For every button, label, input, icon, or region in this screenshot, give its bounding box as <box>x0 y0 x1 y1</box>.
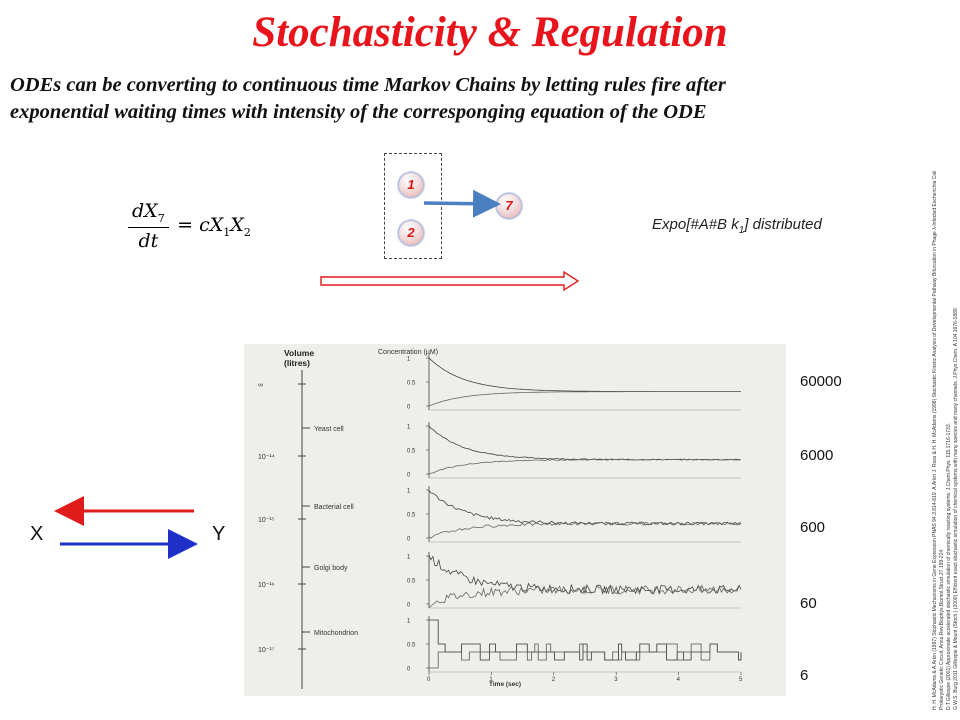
ode-equation: dX7 dt = cX1X2 <box>128 200 251 252</box>
subtitle-line-2: exponential waiting times with intensity… <box>10 101 707 123</box>
species-trace-a <box>428 555 742 596</box>
reactant-ball-2: 2 <box>398 220 424 246</box>
concentration-tick-label: 0.5 <box>407 449 416 455</box>
molecule-count-60000: 60000 <box>800 373 842 390</box>
figure-canvas: Volume (litres) Concentration (µM) ∞ 10⁻¹… <box>258 348 743 689</box>
subtitle-line-1: ODEs can be converting to continuous tim… <box>10 74 726 96</box>
conversion-arrow <box>320 270 580 292</box>
molecule-count-6000: 6000 <box>800 447 834 464</box>
time-tick-label: 4 <box>677 677 681 683</box>
simulation-panel: 10.50 <box>407 486 742 543</box>
volume-tick-label: 10⁻¹⁶ <box>258 582 275 589</box>
volume-ticks: ∞ 10⁻¹⁴ 10⁻¹⁵ 10⁻¹⁶ 10⁻¹⁷ Yeast cell Bacterial… <box>258 382 358 654</box>
molecule-count-60: 60 <box>800 595 817 612</box>
ode-numerator: dX7 <box>128 200 169 228</box>
molecule-count-6: 6 <box>800 667 809 684</box>
species-trace-b <box>428 584 742 608</box>
ode-rhs: = cX1X2 <box>177 213 251 239</box>
species-trace-b <box>428 458 742 475</box>
concentration-tick-label: 0 <box>407 537 411 543</box>
concentration-tick-label: 0.5 <box>407 579 416 585</box>
concentration-header: Concentration (µM) <box>378 349 438 356</box>
rule-fire-arrow <box>423 189 501 218</box>
time-tick-label: 5 <box>739 677 743 683</box>
compartment-label: Bacterial cell <box>314 504 354 511</box>
time-tick-label: 0 <box>427 677 431 683</box>
concentration-tick-label: 0 <box>407 405 411 411</box>
concentration-tick-label: 1 <box>407 555 411 561</box>
species-y-label: Y <box>212 523 226 545</box>
concentration-tick-label: 1 <box>407 619 411 625</box>
species-trace-b <box>428 391 741 407</box>
compartment-label: Golgi body <box>314 565 348 572</box>
concentration-tick-label: 1 <box>407 357 411 363</box>
species-trace-a <box>429 619 742 661</box>
species-trace-b <box>429 643 742 669</box>
concentration-tick-label: 0.5 <box>407 381 416 387</box>
ode-fraction: dX7 dt <box>128 200 169 252</box>
time-tick-label: 3 <box>614 677 618 683</box>
species-x-label: X <box>30 523 44 545</box>
volume-tick-label: 10⁻¹⁷ <box>258 647 275 654</box>
volume-tick-label: 10⁻¹⁵ <box>258 517 275 524</box>
volume-tick-label: ∞ <box>258 382 263 389</box>
time-tick-label: 2 <box>552 677 556 683</box>
reference-line-1: H. H. McAdams & A.Arkin (1997) Stochasti… <box>932 170 938 710</box>
exponential-distribution-label: Expo[#A#B k1] distributed <box>652 216 822 236</box>
reference-line-2: Prokaryotic Genetic Circuit. Annu.Rev.Bi… <box>939 548 945 710</box>
simulation-panel: 10.50 <box>407 552 742 609</box>
reference-line-3: D.T.Gillespie (2001) Approximate acceler… <box>946 423 952 710</box>
molecule-count-600: 600 <box>800 519 826 536</box>
species-trace-a <box>428 357 741 392</box>
volume-header-2: (litres) <box>284 358 310 368</box>
species-trace-a <box>428 425 742 461</box>
concentration-tick-label: 0.5 <box>407 513 416 519</box>
simulation-panel: 10.50 <box>407 354 741 411</box>
species-trace-a <box>428 489 742 526</box>
time-label: Time (sec) <box>489 681 521 688</box>
simulation-panel: 10.50 <box>407 422 742 479</box>
time-tick-label: 1 <box>489 677 493 683</box>
ode-denominator: dt <box>138 229 159 252</box>
simulation-panel: 10.50 <box>407 616 742 673</box>
stochastic-simulation-figure: Volume (litres) Concentration (µM) ∞ 10⁻¹… <box>244 344 786 696</box>
time-axis: 0 1 2 3 4 5 <box>427 672 743 683</box>
slide-subtitle: ODEs can be converting to continuous tim… <box>10 72 890 126</box>
compartment-label: Mitochondrion <box>314 630 358 637</box>
compartment-label: Yeast cell <box>314 426 344 433</box>
reactant-ball-1: 1 <box>398 172 424 198</box>
references-sidebar: H. H. McAdams & A.Arkin (1997) Stochasti… <box>930 170 960 710</box>
concentration-tick-label: 1 <box>407 425 411 431</box>
concentration-tick-label: 1 <box>407 489 411 495</box>
reaction-rule-box <box>384 153 442 259</box>
concentration-tick-label: 0 <box>407 473 411 479</box>
slide-title: Stochasticity & Regulation <box>252 9 728 56</box>
volume-header-1: Volume <box>284 348 314 358</box>
concentration-tick-label: 0 <box>407 603 411 609</box>
reference-line-4: G.W.S. Burg 2011 Gillespie & Mount (Stoc… <box>953 306 959 710</box>
species-trace-b <box>428 521 742 539</box>
volume-tick-label: 10⁻¹⁴ <box>258 454 275 461</box>
concentration-tick-label: 0.5 <box>407 643 416 649</box>
concentration-tick-label: 0 <box>407 667 411 673</box>
